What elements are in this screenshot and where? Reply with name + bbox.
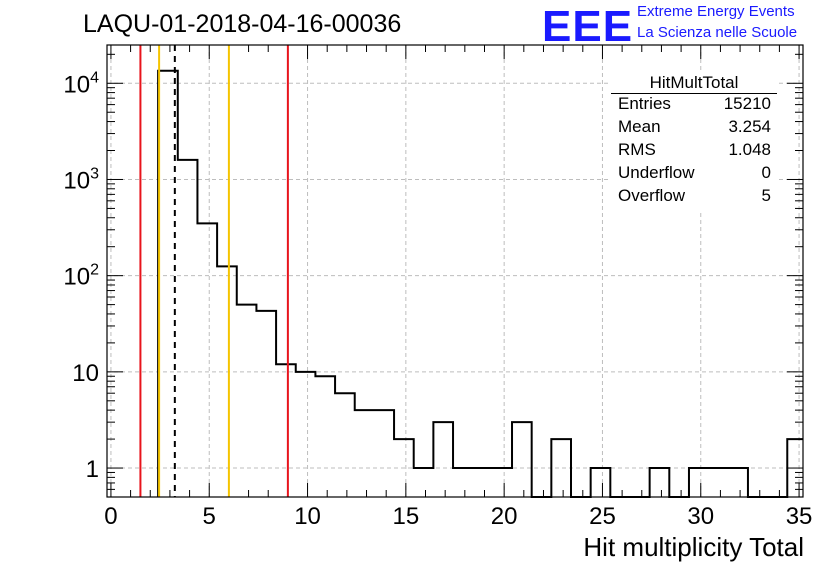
stats-value: 5 [761,186,771,205]
stats-key: Underflow [618,163,695,182]
histogram-bin [335,393,355,497]
y-tick-base: 10 [63,71,90,98]
eee-logo: EEE [542,2,634,51]
stats-key: Entries [618,94,671,113]
y-tick-exponent: 3 [90,165,99,182]
y-tick-base: 10 [63,264,90,291]
x-tick-label: 25 [589,503,616,530]
logo-subtitle-line2: La Scienza nelle Scuole [637,24,798,41]
histogram-bin [728,468,748,497]
plot-frame [106,44,804,498]
histogram-bin [237,305,257,497]
x-tick-label: 0 [104,503,117,530]
histogram-bin [689,468,709,497]
y-tick-label: 102 [63,262,99,291]
y-tick-label: 1 [86,456,99,483]
histogram-bin [650,468,670,497]
stats-value: 3.254 [728,117,771,136]
histogram-bin [197,223,217,497]
y-tick-label: 10 [72,360,99,387]
histogram-bin [296,372,316,497]
run-title: LAQU-01-2018-04-16-00036 [83,10,402,38]
histogram-bin [473,468,493,497]
histogram-bin [453,468,473,497]
histogram-bin [492,468,512,497]
y-tick-label: 104 [63,69,99,98]
histogram-bin [512,422,532,497]
histogram-bin [276,364,296,497]
x-tick-label: 35 [786,503,813,530]
y-tick-base: 10 [63,167,90,194]
stats-key: RMS [618,140,656,159]
stats-divider [611,93,777,94]
histogram-bin [414,468,434,497]
x-tick-label: 30 [687,503,714,530]
stats-value: 1.048 [728,140,771,159]
histogram-bin [315,376,335,497]
histogram-bin [217,266,237,497]
stats-box: HitMultTotal Entries 15210 Mean 3.254 RM… [611,73,777,211]
histogram-bin [256,311,276,497]
histogram-bin [374,410,394,497]
histogram-bin [433,422,453,497]
stats-value: 15210 [723,94,771,113]
stats-value: 0 [761,163,771,182]
stats-key: Overflow [618,186,686,205]
stats-key: Mean [618,117,661,136]
x-tick-label: 20 [491,503,518,530]
histogram-bin [178,160,198,497]
histogram-bin [551,439,571,497]
histogram-bin [355,410,375,497]
x-axis-label: Hit multiplicity Total [583,532,804,562]
stats-title: HitMultTotal [649,73,739,92]
y-tick-label: 103 [63,165,99,194]
y-tick-exponent: 4 [90,69,99,86]
histogram-bin [709,468,729,497]
x-tick-label: 15 [392,503,419,530]
x-tick-label: 10 [294,503,321,530]
y-tick-exponent: 2 [90,262,99,279]
histogram-bin [591,468,611,497]
logo-subtitle-line1: Extreme Energy Events [637,3,795,20]
x-tick-label: 5 [203,503,216,530]
